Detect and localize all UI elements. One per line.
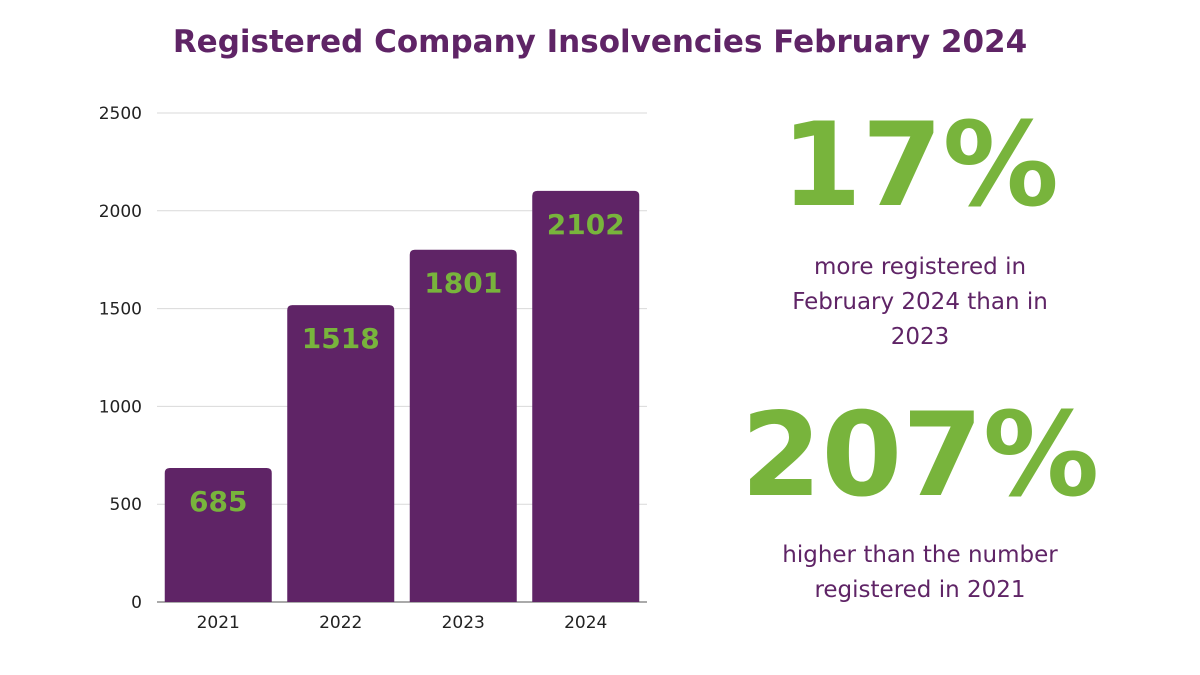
y-tick-label: 0: [131, 593, 142, 613]
chart-title: Registered Company Insolvencies February…: [172, 24, 1028, 60]
y-tick-label: 2000: [99, 202, 142, 222]
x-tick-label: 2023: [442, 613, 485, 633]
stat-description-text: higher than the number registered in 202…: [782, 542, 1058, 603]
stat-description-2023: more registered in February 2024 than in…: [700, 250, 1140, 355]
bar: [287, 305, 395, 602]
bar-value-label: 2102: [547, 208, 625, 241]
bar: [409, 249, 517, 602]
x-tick-label: 2021: [197, 613, 240, 633]
y-tick-label: 1000: [99, 397, 142, 417]
bar-value-label: 1518: [302, 322, 380, 355]
stat-description-text: more registered in February 2024 than in…: [792, 254, 1048, 350]
stat-percentage-2021: 207%: [740, 388, 1100, 523]
x-tick-label: 2022: [319, 613, 362, 633]
bar-chart: 0 500 1000 1500 2000 2500 685 2021 1518 2022 1801 2…: [99, 104, 647, 633]
y-tick-label: 2500: [99, 104, 142, 124]
bar: [532, 190, 640, 602]
stat-percentage-2023: 17%: [781, 98, 1059, 233]
bar: [164, 468, 272, 602]
stat-description-2021: higher than the number registered in 202…: [700, 538, 1140, 608]
y-tick-label: 500: [110, 495, 142, 515]
y-tick-label: 1500: [99, 300, 142, 320]
bar-value-label: 685: [189, 485, 247, 518]
bar-value-label: 1801: [424, 267, 502, 300]
x-tick-label: 2024: [564, 613, 607, 633]
